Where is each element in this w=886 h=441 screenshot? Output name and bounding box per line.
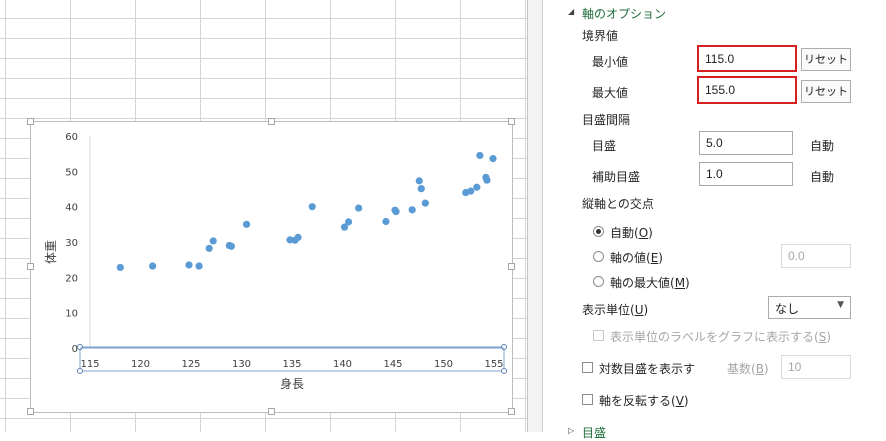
x-tick-label: 155	[484, 359, 503, 370]
data-point[interactable]	[149, 262, 157, 270]
data-point[interactable]	[382, 217, 390, 226]
display-units-label: 表示単位(U)	[582, 303, 649, 317]
data-point[interactable]	[489, 155, 497, 163]
min-label: 最小値	[592, 55, 629, 69]
log-scale-label[interactable]: 対数目盛を表示す	[599, 362, 696, 376]
y-tick-label: 60	[65, 132, 78, 143]
data-point[interactable]	[308, 203, 316, 211]
resize-handle-right[interactable]	[508, 263, 515, 270]
x-axis-selection-handle[interactable]	[77, 344, 83, 350]
cross-value-radio[interactable]	[593, 251, 604, 262]
resize-handle-bottom[interactable]	[268, 408, 275, 415]
resize-handle-left[interactable]	[27, 263, 34, 270]
reverse-axis-label[interactable]: 軸を反転する(V)	[599, 394, 689, 408]
y-tick-label: 0	[72, 344, 78, 355]
x-tick-label: 115	[80, 359, 99, 370]
x-tick-label: 135	[282, 359, 301, 370]
data-point[interactable]	[476, 151, 484, 160]
log-scale-checkbox[interactable]	[582, 362, 593, 373]
x-tick-label: 130	[232, 359, 251, 370]
y-tick-label: 20	[65, 273, 78, 284]
scatter-chart: 0 10 20 30 40 50 60 115 120 125 130 135 140 145 150 15…	[44, 132, 507, 391]
resize-handle-top[interactable]	[268, 118, 275, 125]
units-heading: 目盛間隔	[582, 113, 631, 127]
x-axis-selection-handle[interactable]	[501, 344, 507, 350]
data-point[interactable]	[483, 176, 491, 184]
data-point[interactable]	[185, 261, 193, 269]
resize-handle-bottom-right[interactable]	[508, 408, 515, 415]
resize-handle-bottom-left[interactable]	[27, 408, 34, 415]
chart-area[interactable]: 0 10 20 30 40 50 60 115 120 125 130 135 140 145 150 15…	[27, 118, 515, 415]
max-bound-input[interactable]	[697, 76, 797, 104]
data-point[interactable]	[242, 220, 251, 228]
pane-splitter[interactable]	[528, 0, 543, 432]
data-point[interactable]	[473, 183, 481, 191]
major-auto-label: 自動	[810, 139, 835, 153]
cross-value-label[interactable]: 軸の値(E)	[610, 251, 663, 265]
data-point[interactable]	[344, 218, 353, 226]
data-point[interactable]	[294, 233, 302, 242]
data-point[interactable]	[209, 237, 217, 245]
format-axis-pane: ◢ 軸のオプション 境界値 最小値 リセット 最大値 リセット 目盛間隔 目盛 …	[543, 0, 886, 440]
x-axis-selection[interactable]	[77, 344, 507, 374]
cross-max-radio[interactable]	[593, 276, 604, 287]
data-point[interactable]	[392, 208, 400, 216]
y-tick-label: 30	[65, 238, 78, 249]
x-axis-title[interactable]: 身長	[280, 376, 304, 391]
data-point[interactable]	[195, 262, 203, 270]
expand-triangle-icon[interactable]: ▷	[568, 426, 575, 435]
data-point[interactable]	[205, 244, 213, 252]
display-units-dropdown[interactable]: なし ▼	[768, 296, 851, 319]
collapse-triangle-icon[interactable]: ◢	[568, 7, 575, 16]
reset-max-button[interactable]: リセット	[801, 80, 851, 103]
data-point[interactable]	[355, 204, 363, 212]
data-point[interactable]	[415, 177, 423, 185]
y-axis-title[interactable]: 体重	[44, 240, 58, 264]
data-point[interactable]	[116, 263, 124, 272]
resize-handle-top-right[interactable]	[508, 118, 515, 125]
show-units-label-text[interactable]: 表示単位のラベルをグラフに表示する(S)	[610, 330, 831, 344]
minor-unit-input[interactable]	[699, 162, 793, 186]
log-base-label: 基数(B)	[727, 362, 769, 376]
cross-value-input[interactable]	[781, 244, 851, 268]
x-tick-label: 120	[131, 359, 150, 370]
show-units-label-checkbox[interactable]	[593, 330, 604, 341]
cross-auto-label[interactable]: 自動(O)	[610, 226, 653, 240]
x-tick-label: 150	[434, 359, 453, 370]
chevron-down-icon: ▼	[837, 300, 844, 310]
major-unit-input[interactable]	[699, 131, 793, 155]
max-label: 最大値	[592, 86, 629, 100]
spreadsheet-grid[interactable]: 0 10 20 30 40 50 60 115 120 125 130 135 140 145 150 15…	[0, 0, 528, 432]
x-axis-selection-handle[interactable]	[501, 368, 507, 374]
data-point[interactable]	[340, 223, 349, 231]
y-tick-label: 10	[65, 309, 78, 320]
bounds-heading: 境界値	[582, 29, 619, 43]
y-tick-label: 40	[65, 203, 78, 214]
cross-heading: 縦軸との交点	[582, 197, 654, 211]
data-point[interactable]	[421, 199, 429, 207]
cross-auto-radio[interactable]	[593, 226, 604, 237]
log-base-input[interactable]	[781, 355, 851, 379]
data-point[interactable]	[417, 185, 425, 193]
x-tick-label: 140	[333, 359, 352, 370]
reset-min-button[interactable]: リセット	[801, 48, 851, 71]
resize-handle-top-left[interactable]	[27, 118, 34, 125]
data-point[interactable]	[467, 187, 475, 195]
x-tick-label: 145	[383, 359, 402, 370]
x-tick-label: 125	[181, 359, 200, 370]
section-title-axis-options[interactable]: 軸のオプション	[582, 7, 667, 21]
reverse-axis-checkbox[interactable]	[582, 394, 593, 405]
x-axis-selection-box[interactable]	[79, 346, 505, 372]
x-axis-selection-handle[interactable]	[77, 368, 83, 374]
cross-max-label[interactable]: 軸の最大値(M)	[610, 276, 690, 290]
min-bound-input[interactable]	[697, 45, 797, 72]
data-point[interactable]	[408, 206, 416, 214]
data-point[interactable]	[227, 242, 235, 250]
minor-auto-label: 自動	[810, 170, 835, 184]
major-label: 目盛	[592, 139, 617, 153]
section-title-tick-marks[interactable]: 目盛	[582, 426, 607, 440]
minor-label: 補助目盛	[592, 170, 641, 184]
y-tick-label: 50	[65, 167, 78, 178]
